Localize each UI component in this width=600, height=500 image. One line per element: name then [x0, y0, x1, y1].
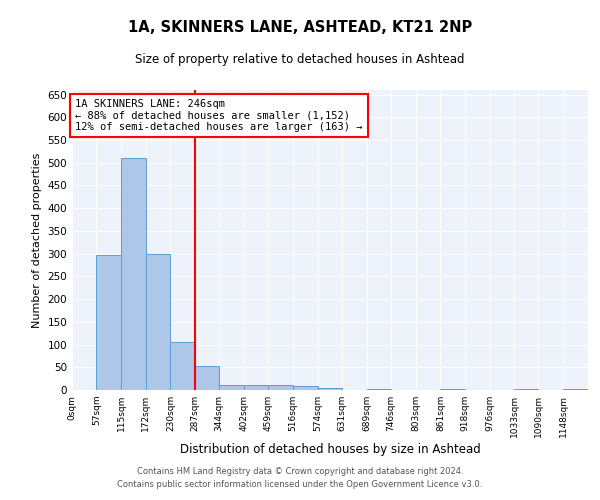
Bar — [563, 389, 588, 390]
Text: Contains public sector information licensed under the Open Government Licence v3: Contains public sector information licen… — [118, 480, 482, 489]
X-axis label: Distribution of detached houses by size in Ashtead: Distribution of detached houses by size … — [179, 442, 481, 456]
Bar — [219, 384, 244, 390]
Bar — [121, 158, 146, 390]
Bar — [367, 389, 391, 390]
Text: 1A, SKINNERS LANE, ASHTEAD, KT21 2NP: 1A, SKINNERS LANE, ASHTEAD, KT21 2NP — [128, 20, 472, 35]
Bar — [514, 389, 538, 390]
Bar — [440, 388, 465, 390]
Bar — [244, 384, 268, 390]
Bar — [170, 342, 195, 390]
Bar — [97, 255, 121, 390]
Bar — [195, 366, 219, 390]
Bar — [293, 386, 317, 390]
Y-axis label: Number of detached properties: Number of detached properties — [32, 152, 42, 328]
Text: Contains HM Land Registry data © Crown copyright and database right 2024.: Contains HM Land Registry data © Crown c… — [137, 467, 463, 476]
Bar — [146, 254, 170, 390]
Bar — [268, 385, 293, 390]
Text: 1A SKINNERS LANE: 246sqm
← 88% of detached houses are smaller (1,152)
12% of sem: 1A SKINNERS LANE: 246sqm ← 88% of detach… — [76, 99, 363, 132]
Text: Size of property relative to detached houses in Ashtead: Size of property relative to detached ho… — [135, 52, 465, 66]
Bar — [317, 388, 342, 390]
